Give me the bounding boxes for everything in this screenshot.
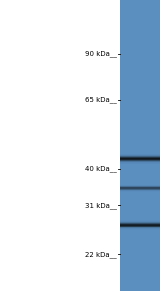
- Bar: [120, 157, 160, 158]
- Bar: [120, 229, 160, 230]
- Bar: [120, 189, 160, 190]
- Text: 40 kDa__: 40 kDa__: [85, 166, 117, 173]
- Text: 90 kDa__: 90 kDa__: [85, 50, 117, 57]
- Bar: [120, 158, 160, 159]
- Bar: [120, 224, 160, 225]
- Bar: [120, 160, 160, 161]
- Bar: [120, 156, 160, 157]
- Text: 22 kDa__: 22 kDa__: [85, 251, 117, 258]
- Bar: [120, 161, 160, 162]
- Bar: [120, 187, 160, 188]
- Bar: [120, 225, 160, 226]
- Bar: [120, 228, 160, 229]
- Text: 65 kDa__: 65 kDa__: [85, 97, 117, 103]
- Bar: [120, 222, 160, 223]
- Bar: [120, 185, 160, 186]
- Bar: [120, 223, 160, 224]
- Bar: [120, 162, 160, 163]
- Bar: [120, 190, 160, 191]
- Bar: [120, 0, 160, 291]
- Bar: [120, 154, 160, 155]
- Text: 31 kDa__: 31 kDa__: [85, 202, 117, 209]
- Bar: [120, 226, 160, 227]
- Bar: [120, 184, 160, 185]
- Bar: [120, 188, 160, 189]
- Bar: [120, 186, 160, 187]
- Bar: [120, 221, 160, 222]
- Bar: [120, 163, 160, 164]
- Bar: [120, 155, 160, 156]
- Bar: [120, 220, 160, 221]
- Bar: [120, 227, 160, 228]
- Bar: [120, 159, 160, 160]
